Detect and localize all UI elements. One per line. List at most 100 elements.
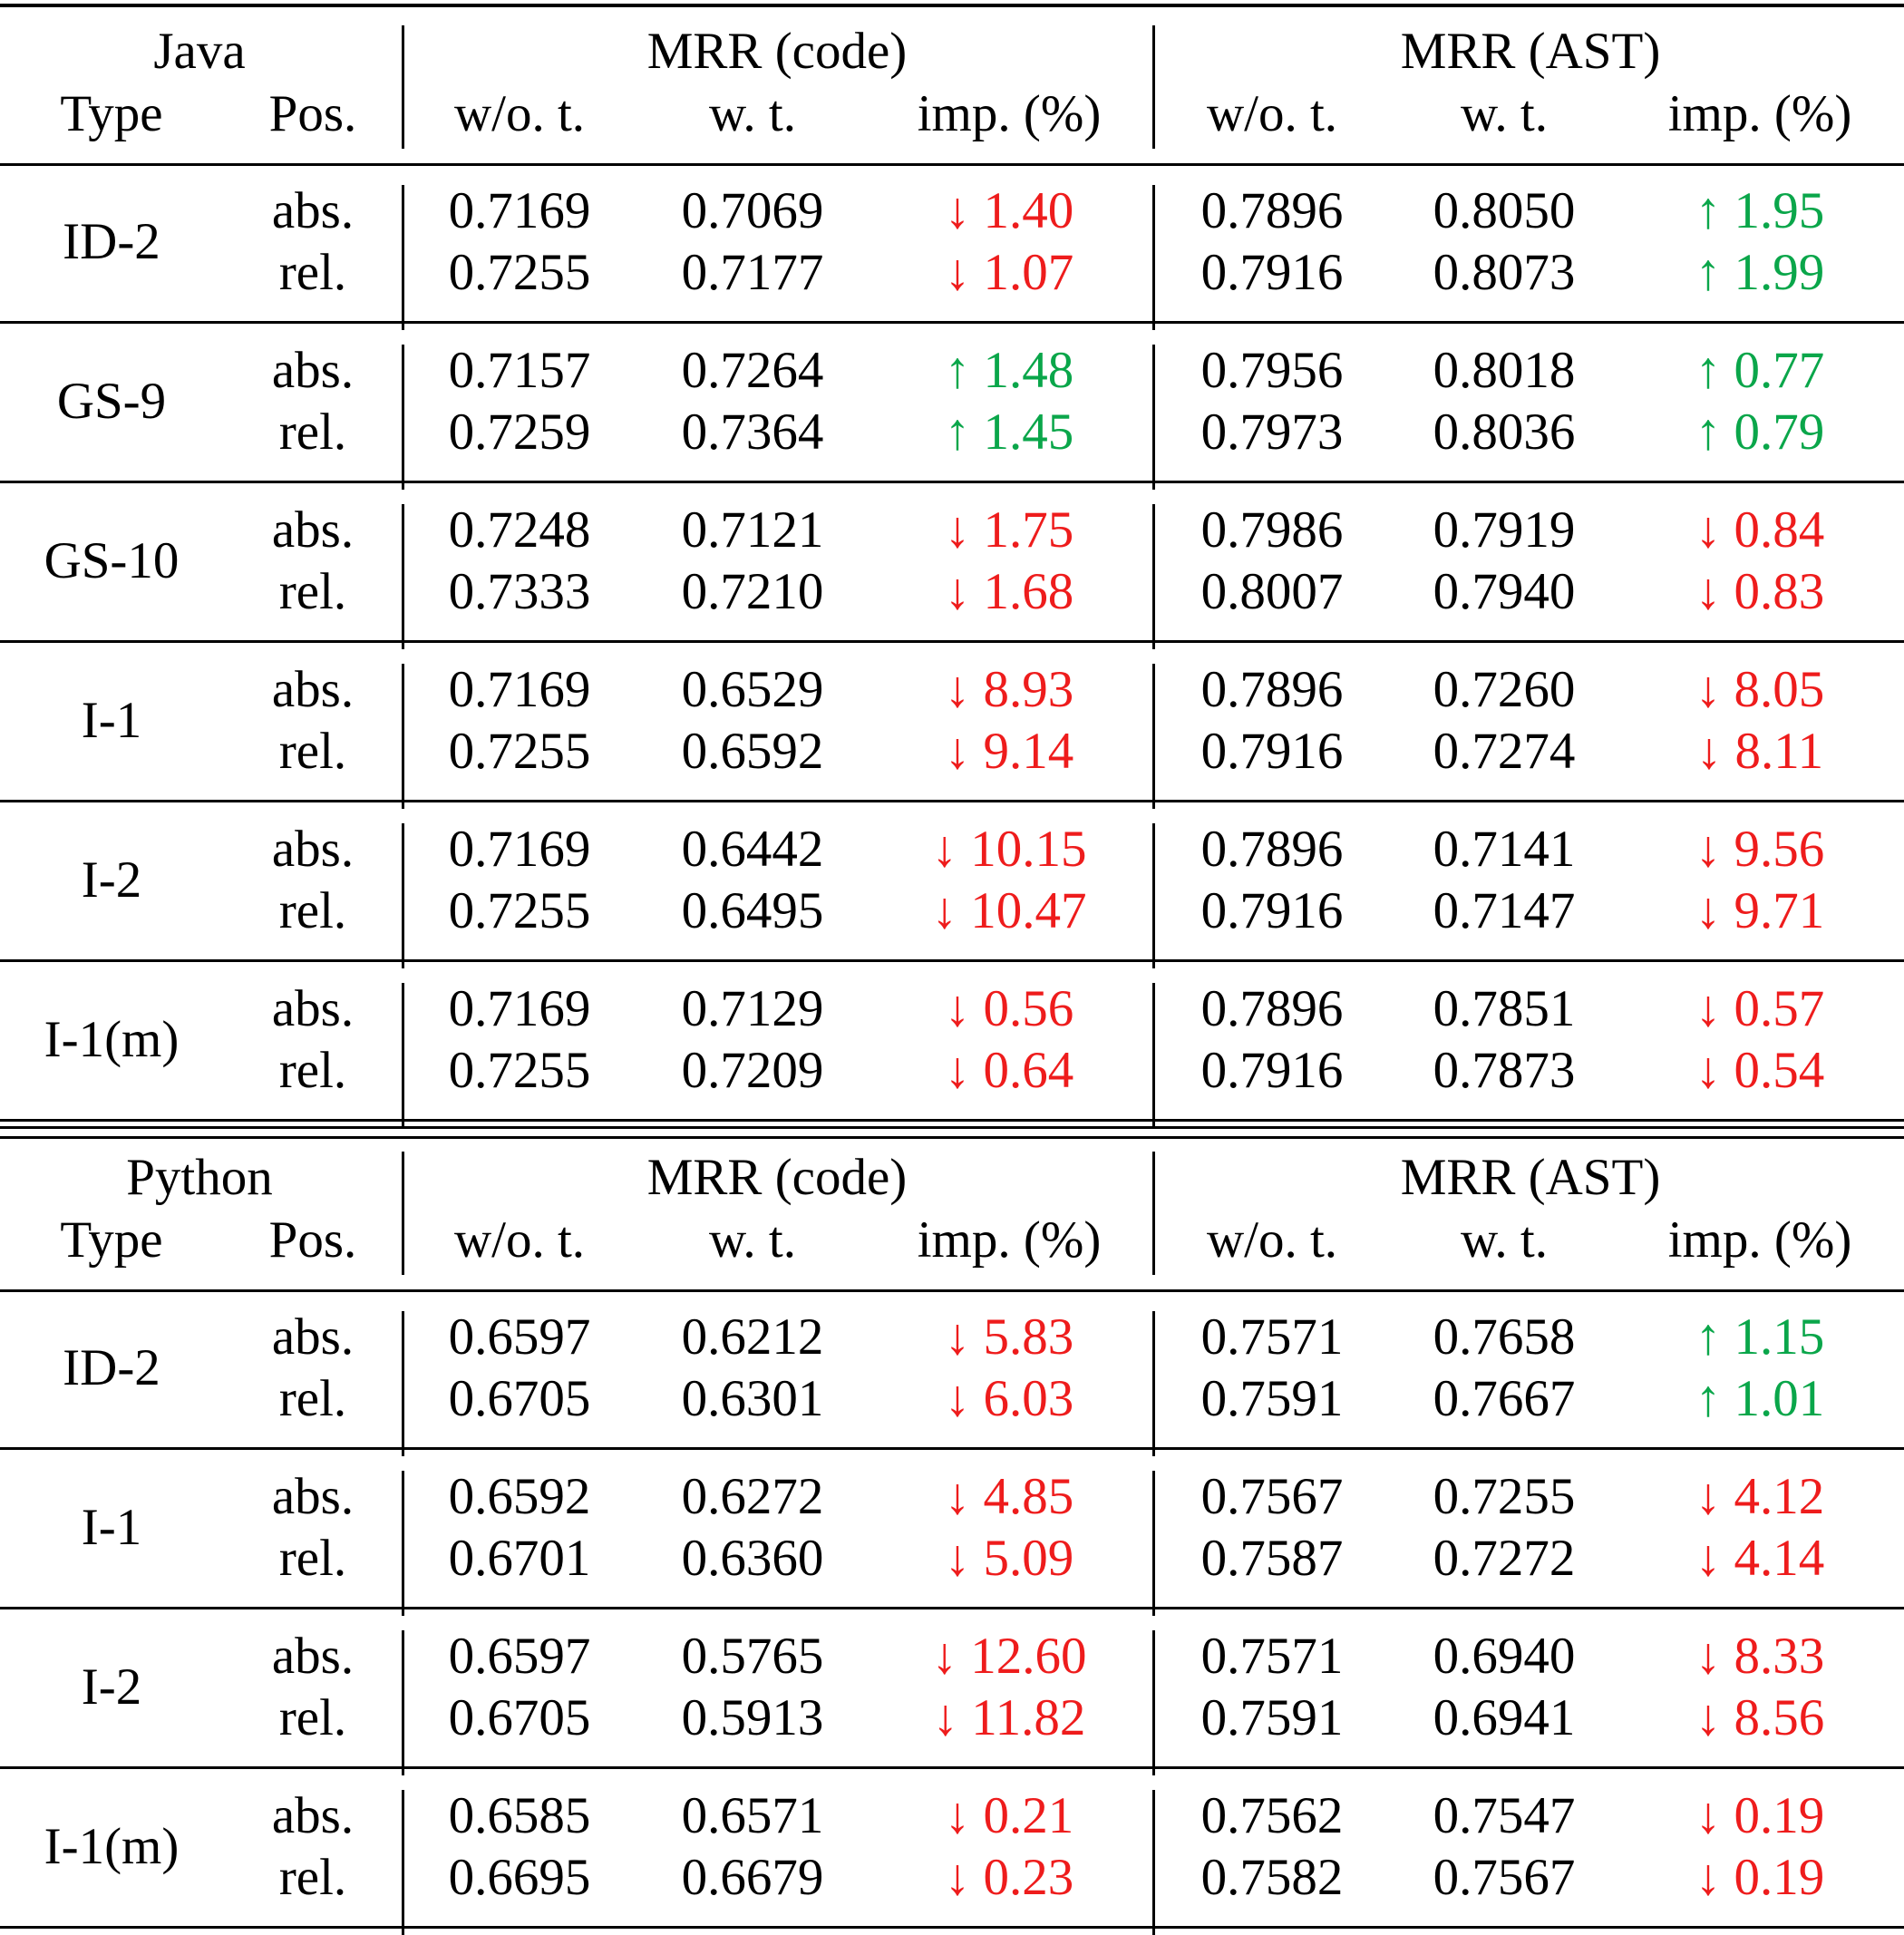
group-rule <box>0 1926 1904 1929</box>
mrr-ast-improvement-cell: ↓ 4.12 <box>1695 1468 1825 1525</box>
mrr-code-with-cell: 0.7210 <box>681 563 824 620</box>
mrr-ast-with-cell: 0.8036 <box>1433 404 1576 461</box>
mrr-ast-improvement-cell: ↓ 8.05 <box>1695 661 1825 718</box>
mrr-ast-with-cell: 0.7667 <box>1433 1370 1576 1427</box>
mrr-ast-without-cell: 0.7567 <box>1200 1468 1344 1525</box>
mrr-code-improvement-cell: ↓ 6.03 <box>944 1370 1074 1427</box>
pos-cell: abs. <box>271 501 355 559</box>
pos-cell: rel. <box>278 882 347 939</box>
mrr-code-improvement-cell: ↓ 0.56 <box>944 980 1074 1037</box>
mrr-ast-without-cell: 0.7582 <box>1200 1849 1344 1906</box>
mrr-ast-improvement-cell: ↓ 9.71 <box>1695 882 1825 939</box>
mrr-code-without-cell: 0.6705 <box>448 1370 591 1427</box>
mrr-ast-without-cell: 0.7896 <box>1200 661 1344 718</box>
mrr-code-improvement-cell: ↓ 1.75 <box>944 501 1074 559</box>
mrr-ast-improvement-cell: ↓ 8.33 <box>1695 1628 1825 1685</box>
mrr-code-improvement-cell: ↓ 9.14 <box>944 723 1074 780</box>
mrr-ast-without-cell: 0.7562 <box>1200 1787 1344 1844</box>
mrr-ast-with-cell: 0.7567 <box>1433 1849 1576 1906</box>
mrr-code-improvement-cell: ↓ 4.85 <box>944 1468 1074 1525</box>
group-rule <box>0 1766 1904 1769</box>
type-cell: GS-9 <box>56 373 167 430</box>
mrr-ast-improvement-cell: ↓ 8.56 <box>1695 1689 1825 1746</box>
mrr-code-with-cell: 0.6679 <box>681 1849 824 1906</box>
pos-header: Pos. <box>268 1211 357 1269</box>
column-divider <box>402 1790 404 1935</box>
mrr-ast-improvement-cell: ↑ 1.01 <box>1695 1370 1825 1427</box>
mrr-ast-with-cell: 0.7940 <box>1433 563 1576 620</box>
mrr-ast-without-cell: 0.8007 <box>1200 563 1344 620</box>
mrr-code-with-cell: 0.6571 <box>681 1787 824 1844</box>
mrr-code-improvement-cell: ↓ 10.15 <box>931 821 1087 878</box>
type-cell: I-1(m) <box>44 1011 180 1068</box>
mrr-code-with-cell: 0.6529 <box>681 661 824 718</box>
mrr-code-without-cell: 0.7248 <box>448 501 591 559</box>
ast-w-header: w. t. <box>1460 85 1549 142</box>
mrr-code-without-cell: 0.7169 <box>448 182 591 239</box>
mrr-code-improvement-cell: ↓ 5.09 <box>944 1530 1074 1587</box>
column-divider <box>402 664 404 809</box>
language-label: Python <box>126 1149 273 1206</box>
mrr-code-without-cell: 0.7255 <box>448 723 591 780</box>
mrr-ast-improvement-cell: ↓ 4.14 <box>1695 1530 1825 1587</box>
mrr-ast-with-cell: 0.8018 <box>1433 342 1576 399</box>
mrr-code-without-cell: 0.7169 <box>448 661 591 718</box>
mrr-ast-with-cell: 0.7274 <box>1433 723 1576 780</box>
group-rule <box>0 481 1904 483</box>
column-divider <box>402 1152 404 1275</box>
column-divider <box>402 504 404 649</box>
ast-wo-header: w/o. t. <box>1206 85 1338 142</box>
column-divider <box>1152 185 1155 330</box>
mrr-code-with-cell: 0.6212 <box>681 1308 824 1366</box>
mrr-ast-without-cell: 0.7587 <box>1200 1530 1344 1587</box>
mrr-code-improvement-cell: ↓ 10.47 <box>931 882 1087 939</box>
mrr-code-without-cell: 0.7333 <box>448 563 591 620</box>
ast-w-header: w. t. <box>1460 1211 1549 1269</box>
mrr-ast-without-cell: 0.7896 <box>1200 821 1344 878</box>
pos-cell: rel. <box>278 1042 347 1099</box>
pos-cell: rel. <box>278 563 347 620</box>
mrr-ast-with-cell: 0.8073 <box>1433 244 1576 301</box>
type-header: Type <box>60 1211 163 1269</box>
mrr-ast-with-cell: 0.7873 <box>1433 1042 1576 1099</box>
column-divider <box>1152 1152 1155 1275</box>
group-rule <box>0 321 1904 324</box>
mrr-ast-with-cell: 0.6940 <box>1433 1628 1576 1685</box>
column-divider <box>1152 664 1155 809</box>
pos-cell: abs. <box>271 661 355 718</box>
code-imp-header: imp. (%) <box>917 85 1102 142</box>
column-divider <box>1152 1471 1155 1616</box>
mrr-ast-without-cell: 0.7571 <box>1200 1628 1344 1685</box>
mrr-ast-without-cell: 0.7916 <box>1200 1042 1344 1099</box>
mrr-code-with-cell: 0.7121 <box>681 501 824 559</box>
mrr-ast-with-cell: 0.7255 <box>1433 1468 1576 1525</box>
column-divider <box>1152 504 1155 649</box>
mrr-code-with-cell: 0.7129 <box>681 980 824 1037</box>
mrr-code-with-cell: 0.6301 <box>681 1370 824 1427</box>
column-divider <box>402 983 404 1128</box>
column-divider <box>402 185 404 330</box>
mrr-ast-improvement-cell: ↓ 9.56 <box>1695 821 1825 878</box>
pos-cell: abs. <box>271 980 355 1037</box>
mrr-code-without-cell: 0.6705 <box>448 1689 591 1746</box>
type-cell: ID-2 <box>63 1339 160 1396</box>
pos-header: Pos. <box>268 85 357 142</box>
column-divider <box>1152 1790 1155 1935</box>
mrr-code-improvement-cell: ↓ 0.64 <box>944 1042 1074 1099</box>
mrr-code-improvement-cell: ↓ 1.68 <box>944 563 1074 620</box>
mrr-code-improvement-cell: ↓ 0.21 <box>944 1787 1074 1844</box>
mrr-code-improvement-cell: ↓ 1.07 <box>944 244 1074 301</box>
mrr-ast-header: MRR (AST) <box>1400 1149 1661 1206</box>
mrr-code-improvement-cell: ↓ 0.23 <box>944 1849 1074 1906</box>
group-rule <box>0 1447 1904 1450</box>
type-cell: I-1 <box>81 692 142 749</box>
mrr-code-without-cell: 0.7157 <box>448 342 591 399</box>
pos-cell: abs. <box>271 342 355 399</box>
mrr-ast-with-cell: 0.7919 <box>1433 501 1576 559</box>
mrr-ast-improvement-cell: ↓ 0.57 <box>1695 980 1825 1037</box>
mrr-code-with-cell: 0.7177 <box>681 244 824 301</box>
pos-cell: abs. <box>271 1787 355 1844</box>
group-rule <box>0 1607 1904 1609</box>
mrr-ast-improvement-cell: ↑ 1.99 <box>1695 244 1825 301</box>
code-imp-header: imp. (%) <box>917 1211 1102 1269</box>
